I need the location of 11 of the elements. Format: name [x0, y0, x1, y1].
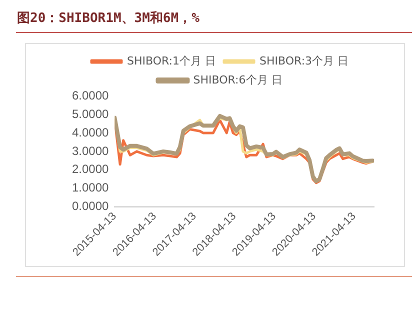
y-tick-label: 0.0000 [72, 199, 110, 214]
legend-label: SHIBOR:1个月 日 [126, 54, 216, 68]
y-tick-label: 3.0000 [72, 144, 110, 158]
y-tick-label: 5.0000 [72, 106, 110, 121]
y-tick-label: 4.0000 [72, 125, 110, 140]
chart-title: 图20：SHIBOR1M、3M和6M，% [17, 10, 200, 27]
y-tick-label: 6.0000 [72, 88, 110, 102]
legend-label: SHIBOR:3个月 日 [260, 54, 349, 68]
legend-label: SHIBOR:6个月 日 [193, 73, 282, 86]
y-tick-label: 1.0000 [72, 180, 110, 195]
y-tick-label: 2.0000 [72, 162, 110, 176]
